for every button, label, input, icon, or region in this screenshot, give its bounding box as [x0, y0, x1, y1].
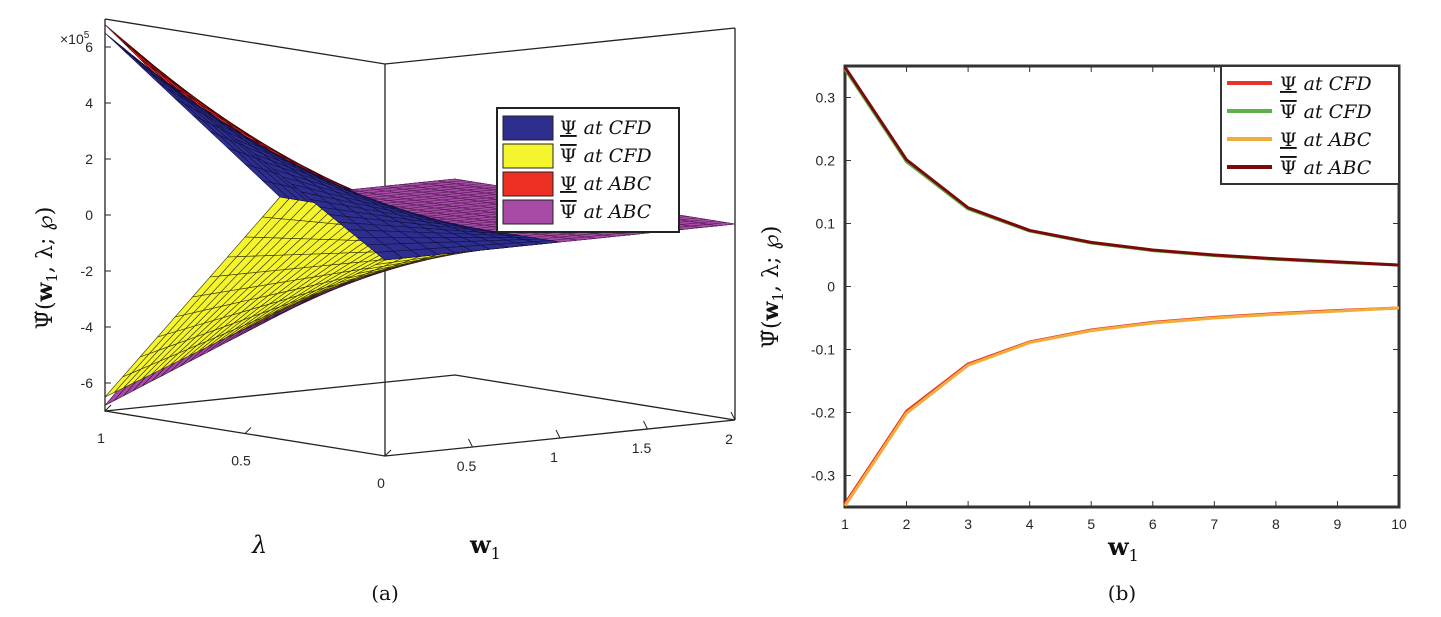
y-tick-label: 0.1 [816, 216, 836, 232]
y-axis-label: Ψ̃(w1, λ; ℘) [32, 207, 61, 330]
w1-tick-label: 1.5 [632, 440, 652, 456]
z-tick-label: 0 [85, 207, 93, 223]
y-tick-label: 0.2 [816, 153, 836, 169]
w1-tick-mark [643, 420, 648, 430]
x-tick-label: 10 [1391, 516, 1407, 532]
lambda-tick-mark [104, 404, 112, 412]
axis-ticks-b: 1 2 3 4 5 6 7 8 9 10 0.3 0.2 0.1 0 -0.1 -0.2 -0.3 [811, 66, 1407, 532]
caption-a: (a) [371, 581, 399, 605]
z-tick-label: -6 [81, 375, 94, 391]
exponent-label: ×105 [60, 30, 90, 47]
y-axis-label-b: Ψ̃(w1, λ; ℘) [758, 226, 787, 349]
x-tick-label: 3 [964, 516, 972, 532]
y-tick-label: 0.3 [816, 90, 836, 106]
lambda-tick-label: 0 [377, 475, 385, 491]
svg-text:Ψ̃(w1, λ; ℘): Ψ̃(w1, λ; ℘) [32, 207, 61, 330]
w1-tick-mark [555, 429, 561, 439]
x-tick-label: 6 [1149, 516, 1157, 532]
w1-tick-mark [730, 411, 736, 421]
lambda-tick-label: 0.5 [231, 453, 251, 469]
w1-axis-ticks: 0.5 1 1.5 2 [457, 411, 736, 474]
w1-tick-label: 1 [550, 449, 558, 465]
y-tick-label: -0.2 [811, 405, 835, 421]
series-line-3 [843, 66, 1400, 267]
legend-a-swatch [502, 199, 554, 225]
legend-a-swatch [502, 171, 554, 197]
w1-tick-label: 2 [725, 431, 733, 447]
w1-tick-mark [468, 438, 473, 448]
w1-tick-label: 0.5 [457, 458, 477, 474]
w1-axis-label: w1 [469, 530, 501, 563]
lambda-tick-mark [244, 427, 252, 434]
z-axis-ticks: 6 4 2 0 -2 -4 -6 [81, 39, 111, 391]
series-line-2 [843, 306, 1400, 507]
series-lines [843, 66, 1400, 507]
x-axis-label-b: w1 [1107, 532, 1139, 565]
box-top-edges [104, 18, 736, 65]
x-tick-label: 9 [1334, 516, 1342, 532]
z-tick-label: -2 [81, 263, 94, 279]
x-tick-label: 5 [1087, 516, 1095, 532]
y-tick-label: -0.1 [811, 342, 835, 358]
caption-b: (b) [1108, 581, 1136, 605]
y-tick-label: -0.3 [811, 468, 835, 484]
surface-cell [374, 250, 404, 261]
lambda-tick-label: 1 [97, 430, 105, 446]
legend-b-box [1220, 65, 1400, 185]
x-tick-label: 2 [903, 516, 911, 532]
x-tick-label: 8 [1272, 516, 1280, 532]
x-tick-label: 1 [841, 516, 849, 532]
legend-a-swatch [502, 143, 554, 169]
legend-a-swatch [502, 115, 554, 141]
x-tick-label: 4 [1026, 516, 1034, 532]
z-tick-label: 6 [85, 39, 93, 55]
lambda-tick-mark [384, 449, 392, 457]
x-tick-label: 7 [1210, 516, 1218, 532]
z-tick-label: -4 [81, 319, 94, 335]
svg-text:Ψ̃(w1, λ; ℘): Ψ̃(w1, λ; ℘) [758, 226, 787, 349]
z-tick-label: 2 [85, 151, 93, 167]
y-tick-label: 0 [827, 279, 835, 295]
lambda-axis-ticks: 10.50 [97, 404, 392, 491]
z-tick-label: 4 [85, 95, 93, 111]
lambda-axis-label: λ [251, 531, 267, 559]
